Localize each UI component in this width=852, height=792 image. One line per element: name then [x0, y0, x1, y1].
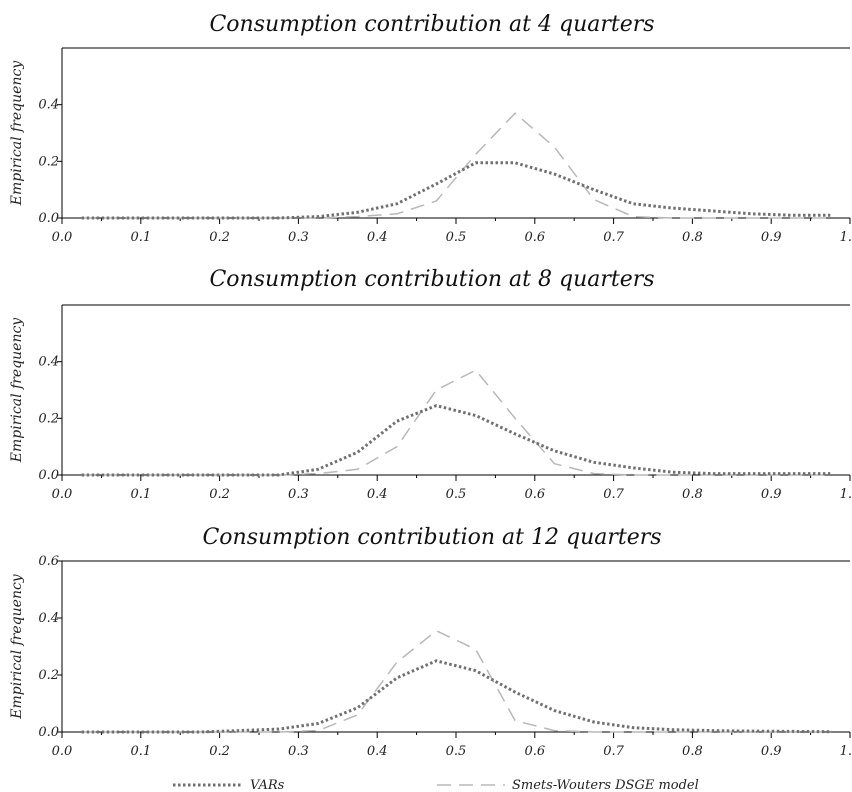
legend-label-vars: VARs — [250, 778, 285, 792]
x-tick-label: 0.5 — [446, 487, 467, 502]
x-tick-label: 0.3 — [288, 230, 309, 245]
x-tick-label: 0.2 — [209, 744, 230, 759]
x-tick-label: 0.8 — [682, 487, 703, 502]
y-tick-label: 0.6 — [38, 554, 59, 569]
y-axis-label: Empirical frequency — [9, 573, 25, 720]
x-tick-label: 0.6 — [524, 744, 545, 759]
y-tick-label: 0.2 — [38, 154, 59, 169]
x-tick-label: 0.7 — [603, 230, 624, 245]
y-tick-label: 0.0 — [38, 211, 59, 226]
plot-area-8-quarters: 0.0 0.1 0.2 0.3 0.4 0.5 0.6 0.7 0.8 0.9 1.0 0.0 0.2 0… — [9, 304, 852, 502]
panel-title-4-quarters: Consumption contribution at 4 quarters — [209, 12, 654, 37]
x-tick-label: 0.4 — [367, 230, 388, 245]
x-tick-label: 1.0 — [840, 744, 852, 759]
x-tick-label: 0.2 — [209, 230, 230, 245]
x-tick-label: 0.7 — [603, 487, 624, 502]
y-tick-label: 0.2 — [38, 411, 59, 426]
panel-title-8-quarters: Consumption contribution at 8 quarters — [209, 267, 654, 292]
x-tick-label: 0.6 — [524, 487, 545, 502]
x-tick-label: 0.0 — [52, 744, 73, 759]
x-tick-label: 0.2 — [209, 487, 230, 502]
panel-8-quarters: Consumption contribution at 8 quarters 0… — [9, 267, 852, 502]
y-tick-label: 0.4 — [38, 98, 59, 113]
legend: VARs Smets-Wouters DSGE model — [173, 778, 699, 792]
x-tick-label: 0.0 — [52, 487, 73, 502]
plot-area-4-quarters: 0.0 0.1 0.2 0.3 0.4 0.5 0.6 0.7 0.8 0.9 1.0 0.0 0.2 0… — [9, 47, 852, 245]
y-tick-label: 0.4 — [38, 355, 59, 370]
x-tick-label: 0.1 — [130, 487, 151, 502]
y-tick-label: 0.4 — [38, 611, 59, 626]
x-tick-label: 0.9 — [761, 230, 782, 245]
panel-12-quarters: Consumption contribution at 12 quarters … — [9, 525, 852, 759]
x-tick-label: 0.4 — [367, 744, 388, 759]
y-tick-label: 0.0 — [38, 725, 59, 740]
series-line-vars — [81, 659, 831, 734]
x-tick-label: 0.0 — [52, 230, 73, 245]
x-tick-label: 0.3 — [288, 744, 309, 759]
series-line-dsge — [81, 630, 831, 733]
panel-title-12-quarters: Consumption contribution at 12 quarters — [202, 525, 661, 550]
y-axis-label: Empirical frequency — [9, 317, 25, 464]
x-tick-label: 0.4 — [367, 487, 388, 502]
x-tick-label: 0.8 — [682, 230, 703, 245]
plot-area-12-quarters: 0.0 0.1 0.2 0.3 0.4 0.5 0.6 0.7 0.8 0.9 1.0 0.0 0.2 0… — [9, 554, 852, 759]
x-tick-label: 1.0 — [840, 487, 852, 502]
panel-4-quarters: Consumption contribution at 4 quarters 0… — [9, 12, 852, 245]
x-tick-label: 0.1 — [130, 744, 151, 759]
series-line-dsge — [81, 112, 831, 219]
x-tick-label: 0.7 — [603, 744, 624, 759]
legend-label-dsge: Smets-Wouters DSGE model — [512, 778, 699, 792]
series-line-dsge — [81, 369, 831, 476]
x-tick-label: 0.9 — [761, 487, 782, 502]
y-tick-label: 0.2 — [38, 668, 59, 683]
x-tick-label: 0.6 — [524, 230, 545, 245]
x-tick-label: 0.5 — [446, 744, 467, 759]
y-axis-label: Empirical frequency — [9, 60, 25, 207]
y-tick-label: 0.0 — [38, 468, 59, 483]
series-line-vars — [81, 404, 831, 477]
series-line-vars — [81, 161, 831, 220]
x-tick-label: 1.0 — [840, 230, 852, 245]
x-tick-label: 0.8 — [682, 744, 703, 759]
x-tick-label: 0.3 — [288, 487, 309, 502]
x-tick-label: 0.9 — [761, 744, 782, 759]
x-tick-label: 0.5 — [446, 230, 467, 245]
x-tick-label: 0.1 — [130, 230, 151, 245]
